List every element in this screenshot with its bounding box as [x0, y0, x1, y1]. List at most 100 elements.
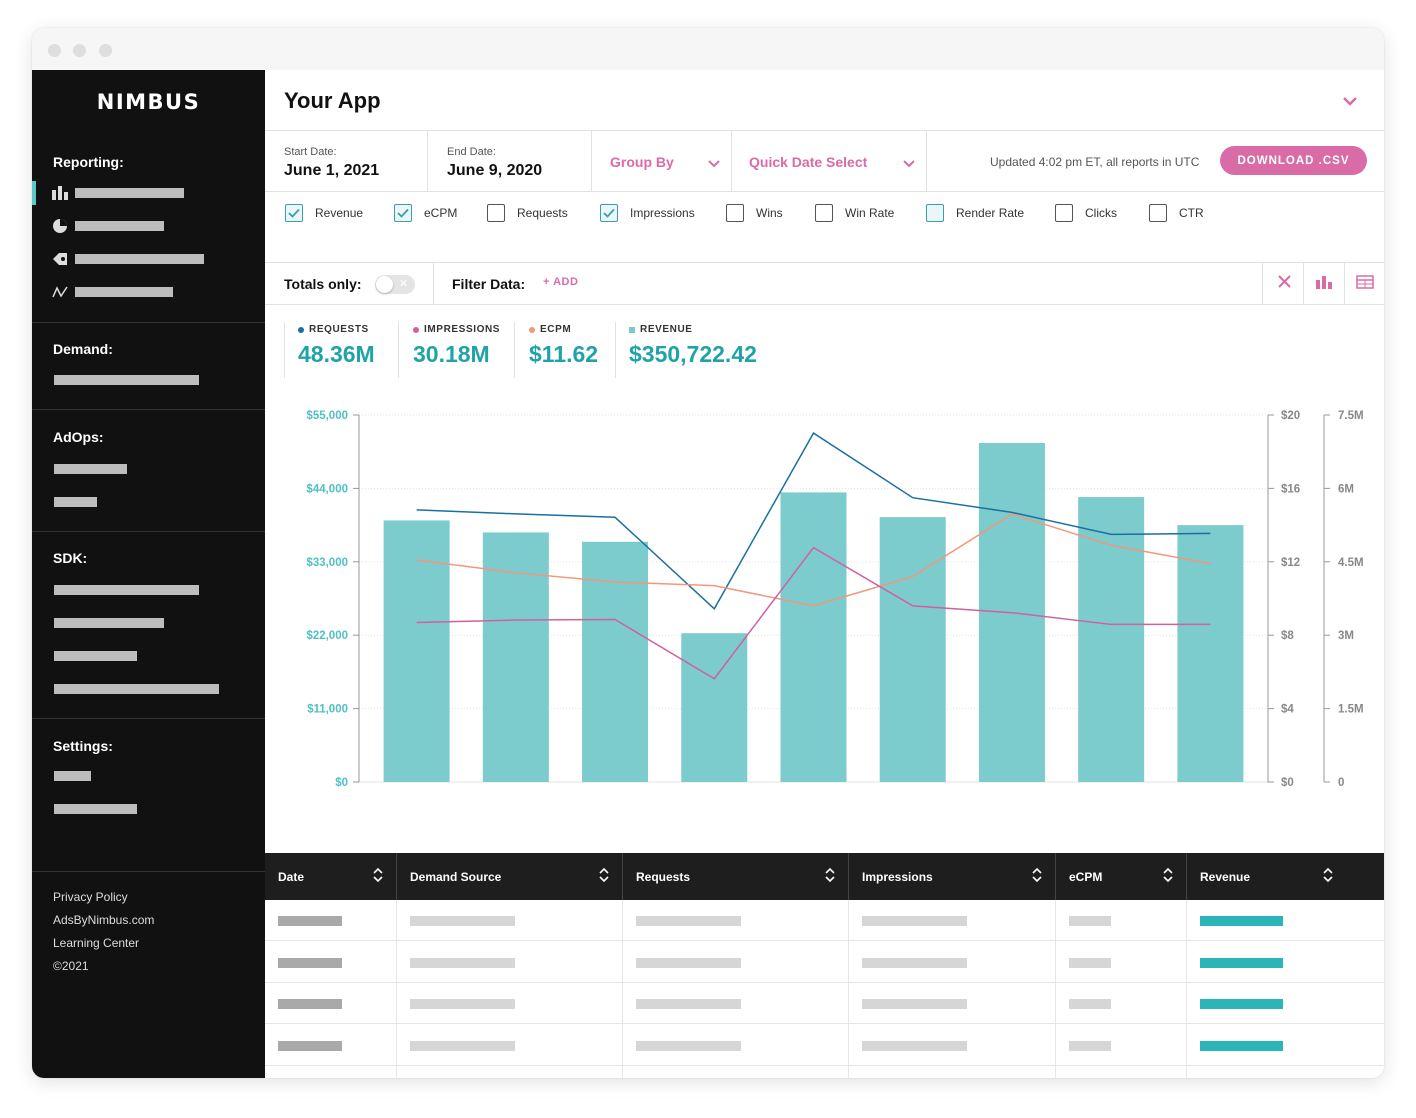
checkbox-box[interactable]: [1055, 204, 1073, 222]
ecpm-tick-label: $0: [1281, 777, 1294, 789]
column-header-date[interactable]: Date: [278, 869, 305, 884]
table-row[interactable]: [265, 942, 1384, 983]
checkbox-box[interactable]: [726, 204, 744, 222]
sidebar-divider: [32, 322, 265, 323]
website-link[interactable]: AdsByNimbus.com: [53, 913, 155, 927]
totals-only-toggle[interactable]: ✕: [375, 275, 415, 294]
revenue-bar[interactable]: [582, 541, 649, 782]
column-header-requests[interactable]: Requests: [636, 869, 691, 884]
column-header-revenue[interactable]: Revenue: [1200, 869, 1251, 884]
privacy-policy-link[interactable]: Privacy Policy: [53, 890, 128, 904]
learning-center-link[interactable]: Learning Center: [53, 936, 140, 950]
metric-label: eCPM: [424, 206, 458, 220]
metric-checkbox-wins[interactable]: Wins: [726, 204, 783, 222]
checkmark-icon[interactable]: [285, 204, 303, 222]
totals-only-label: Totals only:: [284, 276, 362, 292]
legend-dot: [629, 326, 635, 333]
sidebar-item-sdk-3[interactable]: [54, 651, 137, 661]
metric-checkbox-impressions[interactable]: Impressions: [600, 204, 695, 222]
sort-icon[interactable]: [599, 867, 609, 888]
end-date-label: End Date:: [447, 146, 496, 158]
metric-checkbox-revenue[interactable]: Revenue: [285, 204, 363, 222]
sort-icon[interactable]: [825, 867, 835, 888]
table-row[interactable]: [265, 1066, 1384, 1078]
sort-icon[interactable]: [1032, 867, 1042, 888]
bar-chart-icon: [1316, 275, 1332, 294]
pie-chart-icon[interactable]: [52, 218, 68, 234]
requests-line[interactable]: [416, 432, 1211, 610]
metric-checkbox-requests[interactable]: Requests: [487, 204, 568, 222]
window-close-dot[interactable]: [48, 44, 61, 57]
metric-checkbox-render-rate[interactable]: Render Rate: [926, 204, 1024, 222]
checkbox-box[interactable]: [1149, 204, 1167, 222]
column-header-demand-source[interactable]: Demand Source: [410, 869, 502, 884]
start-date-value[interactable]: June 1, 2021: [284, 162, 380, 179]
sidebar-item-adops-2[interactable]: [54, 497, 97, 507]
quick-date-select[interactable]: Quick Date Select: [749, 154, 868, 170]
metric-checkbox-clicks[interactable]: Clicks: [1055, 204, 1117, 222]
sidebar-item-reporting-4[interactable]: [75, 287, 173, 297]
sidebar-item-reporting-1[interactable]: [75, 188, 184, 198]
revenue-bar[interactable]: [879, 517, 946, 782]
impressions-line[interactable]: [416, 546, 1211, 680]
table-row[interactable]: [265, 900, 1384, 941]
checkmark-icon[interactable]: [394, 204, 412, 222]
bar-chart-icon[interactable]: [52, 185, 68, 201]
chevron-down-icon[interactable]: [1342, 94, 1358, 112]
add-filter-button[interactable]: + ADD: [543, 276, 579, 288]
chevron-down-icon[interactable]: [903, 156, 915, 174]
sidebar-item-demand-1[interactable]: [54, 375, 199, 385]
group-by-select[interactable]: Group By: [610, 154, 674, 170]
table-row[interactable]: [265, 983, 1384, 1025]
chart-view-button[interactable]: [1304, 263, 1344, 305]
table-view-button[interactable]: [1345, 263, 1384, 305]
tag-icon[interactable]: [52, 251, 68, 267]
column-divider: [1186, 900, 1187, 1078]
revenue-bar[interactable]: [1078, 497, 1145, 782]
metric-checkbox-ecpm[interactable]: eCPM: [394, 204, 457, 222]
checkmark-icon[interactable]: [600, 204, 618, 222]
revenue-bar[interactable]: [780, 492, 847, 782]
ecpm-line[interactable]: [416, 513, 1211, 607]
clear-button[interactable]: [1264, 263, 1304, 305]
sidebar-item-settings-1[interactable]: [54, 771, 91, 781]
window-minimize-dot[interactable]: [73, 44, 86, 57]
revenue-bar[interactable]: [1177, 525, 1244, 782]
sidebar-item-adops-1[interactable]: [54, 464, 127, 474]
checkbox-box[interactable]: [926, 204, 944, 222]
chevron-down-icon[interactable]: [708, 156, 720, 174]
sidebar-item-sdk-4[interactable]: [54, 684, 219, 694]
metric-checkbox-ctr[interactable]: CTR: [1149, 204, 1204, 222]
kpi-label: ECPM: [540, 324, 572, 335]
column-header-impressions[interactable]: Impressions: [862, 869, 933, 884]
checkbox-box[interactable]: [815, 204, 833, 222]
volume-tick-label: 3M: [1338, 630, 1354, 642]
sidebar-item-settings-2[interactable]: [54, 804, 137, 814]
sort-icon[interactable]: [1163, 867, 1173, 888]
revenue-bar[interactable]: [681, 633, 748, 782]
line-chart-icon[interactable]: [52, 284, 68, 300]
sidebar-item-reporting-2[interactable]: [75, 221, 164, 231]
sort-icon[interactable]: [373, 867, 383, 888]
checkbox-box[interactable]: [487, 204, 505, 222]
end-date-value[interactable]: June 9, 2020: [447, 162, 543, 179]
sidebar-item-sdk-2[interactable]: [54, 618, 164, 628]
divider: [265, 191, 1384, 192]
ecpm-tick-label: $16: [1281, 483, 1300, 495]
sidebar-item-sdk-1[interactable]: [54, 585, 199, 595]
toggle-knob: [376, 276, 393, 293]
kpi-impressions: IMPRESSIONS 30.18M: [413, 324, 500, 368]
divider: [591, 131, 592, 191]
window-maximize-dot[interactable]: [99, 44, 112, 57]
table-row[interactable]: [265, 1025, 1384, 1066]
volume-tick-label: 6M: [1338, 483, 1354, 495]
column-header-ecpm[interactable]: eCPM: [1069, 869, 1103, 884]
revenue-bar[interactable]: [383, 520, 450, 782]
download-csv-button[interactable]: DOWNLOAD .CSV: [1220, 146, 1367, 175]
divider: [427, 131, 428, 191]
nimbus-logo[interactable]: NIMBUS: [96, 90, 201, 114]
sidebar-item-reporting-3[interactable]: [75, 254, 204, 264]
revenue-bar[interactable]: [482, 532, 549, 782]
sort-icon[interactable]: [1323, 867, 1333, 888]
metric-checkbox-win-rate[interactable]: Win Rate: [815, 204, 894, 222]
